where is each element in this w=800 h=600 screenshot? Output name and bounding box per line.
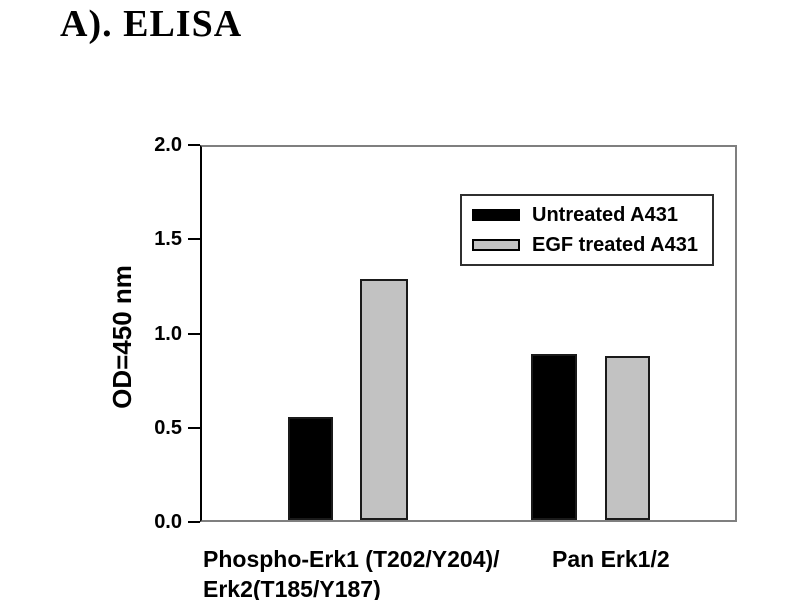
bar-egf-treated-a431-cat0 <box>360 279 408 520</box>
y-tick-label-0.0: 0.0 <box>154 511 182 533</box>
y-tick-mark-1.5 <box>188 238 200 240</box>
legend-label-egf-treated-a431: EGF treated A431 <box>532 234 698 256</box>
x-category-line: Phospho-Erk1 (T202/Y204)/ <box>203 546 500 572</box>
x-category-label-1: Pan Erk1/2 <box>552 544 670 574</box>
legend-item-egf-treated-a431: EGF treated A431 <box>472 234 712 256</box>
y-tick-label-1.5: 1.5 <box>154 228 182 250</box>
bar-untreated-a431-cat1 <box>531 354 577 520</box>
y-tick-mark-1.0 <box>188 333 200 335</box>
y-tick-mark-0.5 <box>188 427 200 429</box>
legend-swatch-egf-treated-a431 <box>472 239 520 251</box>
bar-untreated-a431-cat0 <box>288 417 333 520</box>
bar-egf-treated-a431-cat1 <box>605 356 650 520</box>
legend-label-untreated-a431: Untreated A431 <box>532 204 678 226</box>
y-tick-mark-0.0 <box>188 521 200 523</box>
legend: Untreated A431 EGF treated A431 <box>460 194 714 266</box>
x-category-line: Pan Erk1/2 <box>552 546 670 572</box>
y-tick-label-0.5: 0.5 <box>154 417 182 439</box>
figure-title: A). ELISA <box>60 3 243 45</box>
legend-swatch-untreated-a431 <box>472 209 520 221</box>
legend-item-untreated-a431: Untreated A431 <box>472 204 712 226</box>
y-tick-label-2.0: 2.0 <box>154 134 182 156</box>
x-category-line: Erk2(T185/Y187) <box>203 576 381 600</box>
x-category-label-0: Phospho-Erk1 (T202/Y204)/ Erk2(T185/Y187) <box>203 544 500 600</box>
y-tick-mark-2.0 <box>188 144 200 146</box>
y-tick-label-1.0: 1.0 <box>154 323 182 345</box>
